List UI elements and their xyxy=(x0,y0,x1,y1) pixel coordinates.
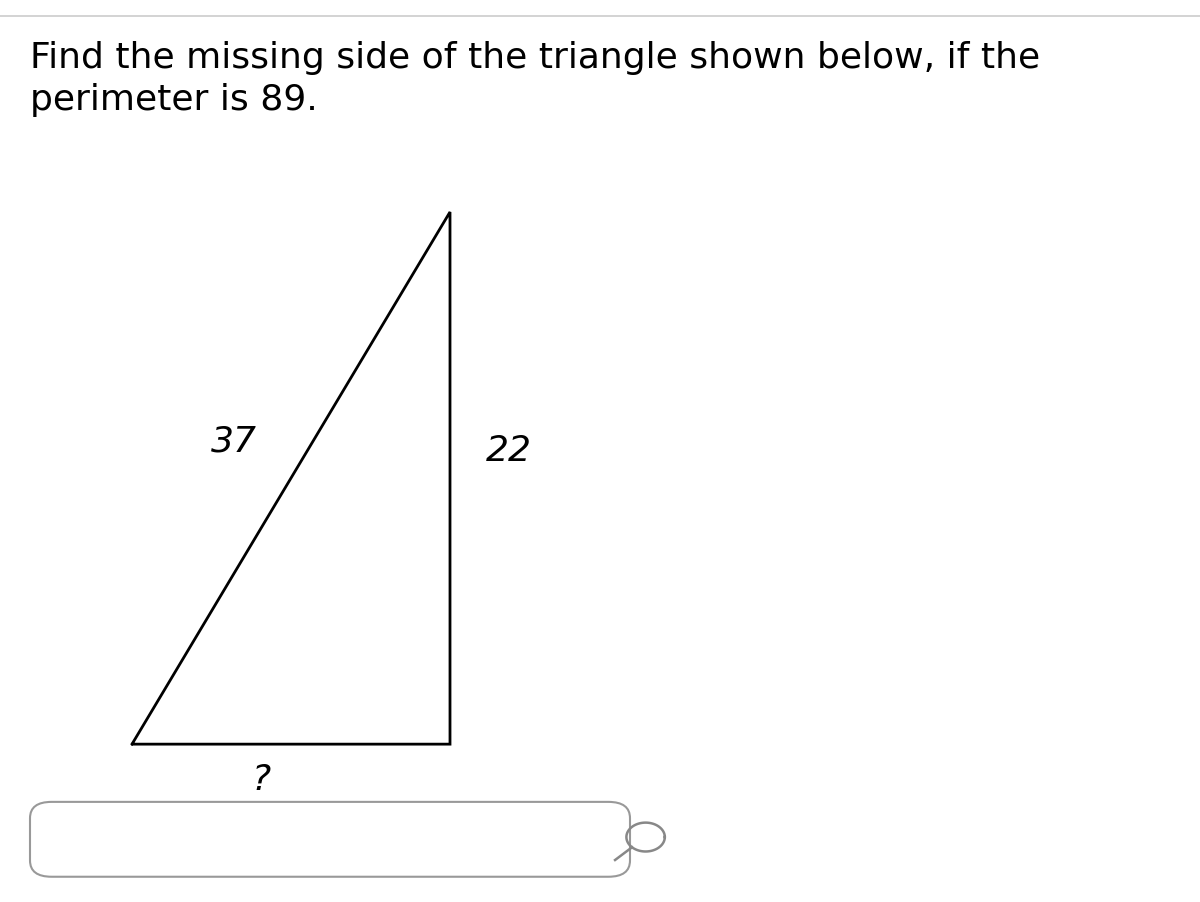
Text: perimeter is 89.: perimeter is 89. xyxy=(30,83,318,117)
Text: 37: 37 xyxy=(211,425,257,459)
Text: ?: ? xyxy=(252,763,271,797)
Text: 22: 22 xyxy=(486,434,532,468)
FancyBboxPatch shape xyxy=(30,802,630,877)
Text: Find the missing side of the triangle shown below, if the: Find the missing side of the triangle sh… xyxy=(30,41,1040,75)
